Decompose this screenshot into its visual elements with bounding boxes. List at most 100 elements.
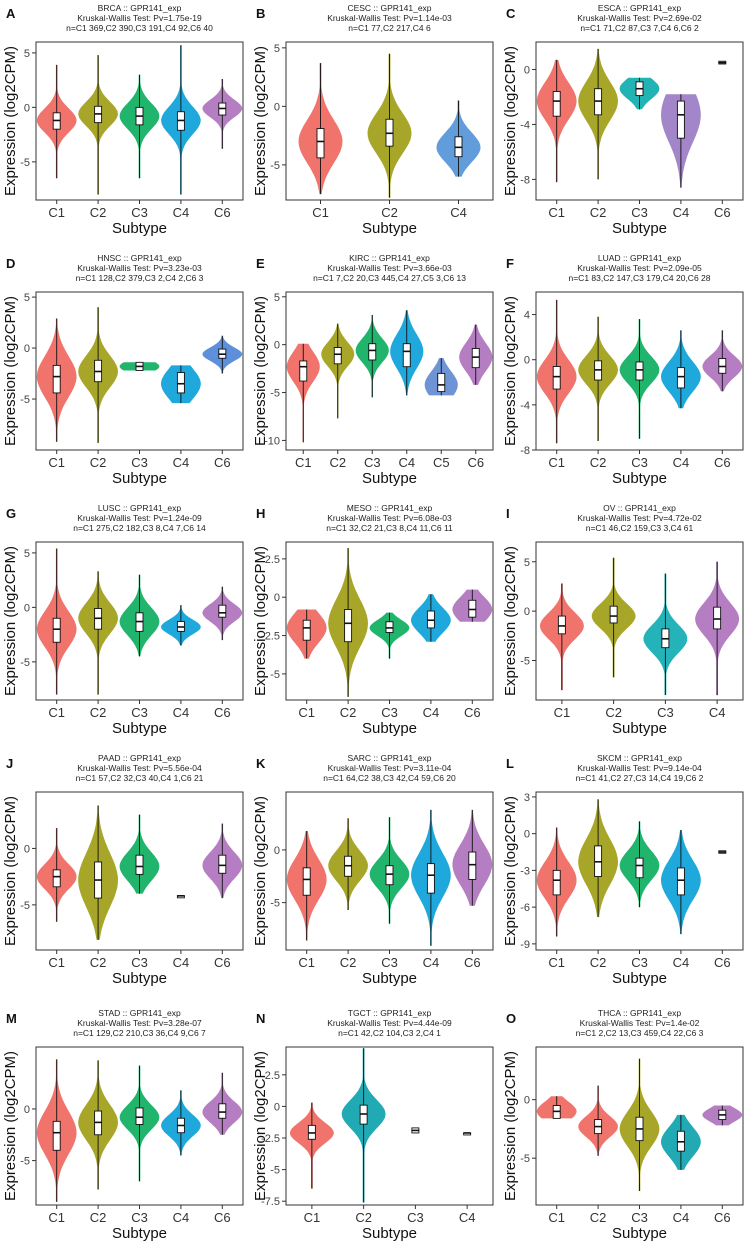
x-tick-label: C2	[90, 455, 107, 470]
x-tick-label: C6	[714, 455, 731, 470]
box-c1	[302, 619, 311, 641]
x-tick-label: C1	[548, 1210, 565, 1225]
box-c1	[302, 867, 311, 896]
x-tick-label: C4	[173, 205, 190, 220]
panel-letter: O	[506, 1011, 516, 1026]
y-tick-label: -6	[520, 902, 530, 914]
x-tick-label: C3	[407, 1210, 424, 1225]
panel-letter: E	[256, 256, 265, 271]
x-axis-title: Subtype	[362, 470, 417, 487]
y-tick-label: -8	[520, 174, 530, 186]
box-c1	[52, 1120, 61, 1151]
x-axis-title: Subtype	[362, 720, 417, 737]
y-tick-label: -9	[520, 939, 530, 951]
y-tick-label: -8	[520, 445, 530, 457]
x-tick-label: C6	[714, 1210, 731, 1225]
y-tick-label: 0	[24, 343, 30, 355]
box-c6	[471, 348, 480, 369]
panel-test: Kruskal-Wallis Test: Pv=1.75e-19	[77, 13, 202, 23]
panel-title: LUAD :: GPR141_exp	[598, 253, 681, 263]
y-tick-label: 4	[524, 310, 530, 322]
x-tick-label: C6	[714, 955, 731, 970]
y-tick-label: 2.5	[265, 554, 280, 566]
panel-counts: n=C1 83,C2 147,C3 179,C4 20,C6 28	[568, 273, 710, 283]
panel-title: THCA :: GPR141_exp	[598, 1008, 681, 1018]
panel-letter: K	[256, 756, 266, 771]
x-tick-label: C3	[631, 1210, 648, 1225]
x-tick-label: C1	[48, 705, 65, 720]
x-tick-label: C6	[214, 455, 231, 470]
panel-title: TGCT :: GPR141_exp	[348, 1008, 432, 1018]
x-tick-label: C2	[90, 1210, 107, 1225]
y-tick-label: 0	[274, 845, 280, 857]
x-tick-label: C2	[355, 1210, 372, 1225]
x-tick-label: C3	[657, 705, 674, 720]
x-axis-title: Subtype	[362, 970, 417, 987]
y-tick-label: 5	[24, 548, 30, 560]
y-tick-label: -5	[20, 657, 30, 669]
box-c1	[299, 360, 308, 382]
y-tick-label: 0	[274, 340, 280, 352]
box-c4	[676, 867, 685, 896]
y-axis-title: Expression (log2CPM)	[252, 796, 269, 946]
y-tick-label: -5	[270, 160, 280, 172]
panel-letter: J	[6, 756, 13, 771]
x-tick-label: C1	[304, 1210, 321, 1225]
x-axis-title: Subtype	[362, 1225, 417, 1242]
box-c4	[426, 863, 435, 894]
x-tick-label: C3	[131, 705, 148, 720]
x-tick-label: C6	[464, 955, 481, 970]
x-tick-label: C4	[450, 205, 467, 220]
panel-test: Kruskal-Wallis Test: Pv=1.24e-09	[77, 513, 202, 523]
x-tick-label: C4	[173, 705, 190, 720]
x-axis-title: Subtype	[612, 220, 667, 237]
y-tick-label: 0	[524, 355, 530, 367]
panel-title: KIRC :: GPR141_exp	[349, 253, 430, 263]
x-tick-label: C4	[398, 455, 415, 470]
y-tick-label: -10	[264, 435, 280, 447]
panel-letter: G	[6, 506, 16, 521]
panel-counts: n=C1 128,C2 379,C3 2,C4 2,C6 3	[76, 273, 204, 283]
panel-test: Kruskal-Wallis Test: Pv=3.11e-04	[328, 763, 452, 773]
x-axis-title: Subtype	[112, 970, 167, 987]
box-c6	[218, 854, 227, 874]
box-c6	[468, 851, 477, 880]
panel-letter: A	[6, 6, 16, 21]
box-c6	[218, 1103, 227, 1119]
y-tick-label: -5	[520, 656, 530, 668]
x-tick-label: C4	[423, 955, 440, 970]
panel-letter: F	[506, 256, 514, 271]
x-axis-title: Subtype	[112, 1225, 167, 1242]
panel-title: OV :: GPR141_exp	[603, 503, 676, 513]
x-tick-label: C6	[464, 705, 481, 720]
y-tick-label: -5	[270, 388, 280, 400]
panel-title: PAAD :: GPR141_exp	[98, 753, 181, 763]
y-tick-label: -5	[20, 157, 30, 169]
panel-test: Kruskal-Wallis Test: Pv=3.28e-07	[77, 1018, 202, 1028]
box-c5	[437, 372, 446, 393]
box-c2	[333, 347, 342, 365]
box-c1	[316, 128, 325, 159]
panel-counts: n=C1 42,C2 104,C3 2,C4 1	[338, 1028, 441, 1038]
panel-title: ESCA :: GPR141_exp	[598, 3, 681, 13]
x-tick-label: C2	[90, 205, 107, 220]
box-c6	[218, 604, 227, 618]
panel-counts: n=C1 369,C2 390,C3 191,C4 92,C6 40	[66, 23, 213, 33]
x-tick-label: C1	[295, 455, 312, 470]
y-axis-title: Expression (log2CPM)	[502, 546, 519, 696]
panel-test: Kruskal-Wallis Test: Pv=2.09e-05	[577, 263, 702, 273]
y-tick-label: 0	[274, 592, 280, 604]
box-c3	[635, 361, 644, 381]
x-tick-label: C2	[381, 205, 398, 220]
x-tick-label: C1	[48, 955, 65, 970]
y-tick-label: 0	[524, 606, 530, 618]
y-tick-label: 5	[274, 43, 280, 55]
panel-test: Kruskal-Wallis Test: Pv=3.23e-03	[77, 263, 202, 273]
